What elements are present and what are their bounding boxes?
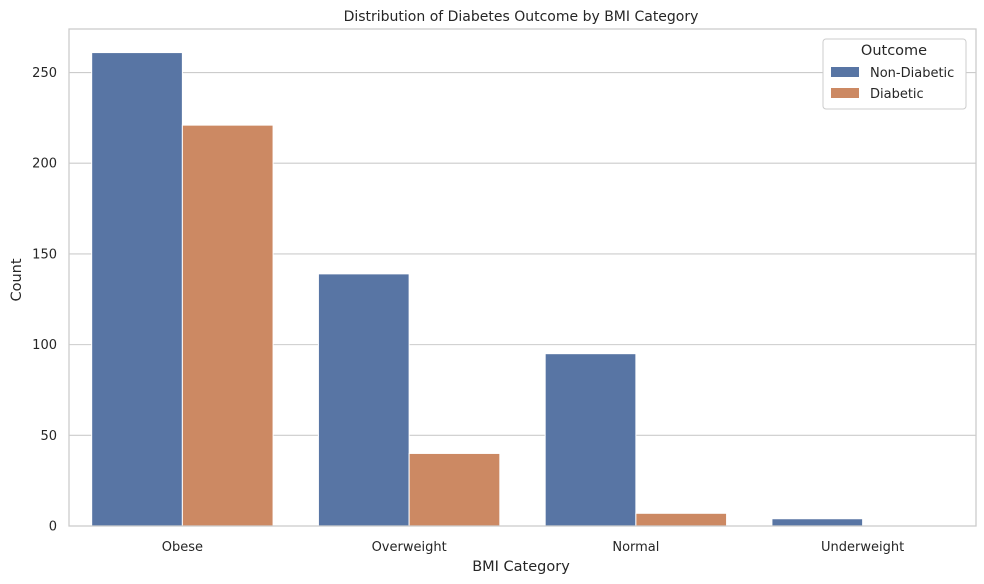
bar-normal-non-diabetic (544, 353, 637, 527)
y-ticks: 0 50 100 150 200 250 (32, 66, 57, 534)
y-tick-label-250: 250 (32, 66, 57, 81)
legend-swatch-non-diabetic (831, 67, 859, 77)
bar-obese-non-diabetic (91, 52, 183, 527)
bar-normal-diabetic (635, 512, 728, 527)
plot-frame (68, 28, 977, 527)
x-tick-label-obese: Obese (162, 540, 203, 555)
bar-obese-diabetic (181, 124, 274, 527)
legend-label-diabetic: Diabetic (870, 87, 924, 102)
y-tick-label-0: 0 (49, 520, 57, 535)
x-axis-label: BMI Category (472, 559, 570, 575)
legend-title: Outcome (861, 43, 927, 59)
y-axis-label: Count (9, 258, 25, 301)
bar-overweight-diabetic (408, 452, 501, 527)
legend: Outcome Non-Diabetic Diabetic (822, 38, 967, 110)
bar-underweight-non-diabetic (771, 518, 864, 527)
y-tick-label-100: 100 (32, 338, 57, 353)
chart-title: Distribution of Diabetes Outcome by BMI … (344, 9, 699, 25)
bar-overweight-non-diabetic (317, 273, 410, 527)
x-ticks: Obese Overweight Normal Underweight (162, 540, 904, 555)
bars-layer (91, 52, 864, 527)
legend-swatch-diabetic (831, 88, 859, 98)
x-tick-label-overweight: Overweight (372, 540, 447, 555)
y-tick-label-200: 200 (32, 157, 57, 172)
y-tick-label-150: 150 (32, 247, 57, 262)
legend-label-non-diabetic: Non-Diabetic (870, 66, 954, 81)
y-tick-label-50: 50 (40, 429, 57, 444)
x-tick-label-underweight: Underweight (821, 540, 904, 555)
x-tick-label-normal: Normal (612, 540, 659, 555)
